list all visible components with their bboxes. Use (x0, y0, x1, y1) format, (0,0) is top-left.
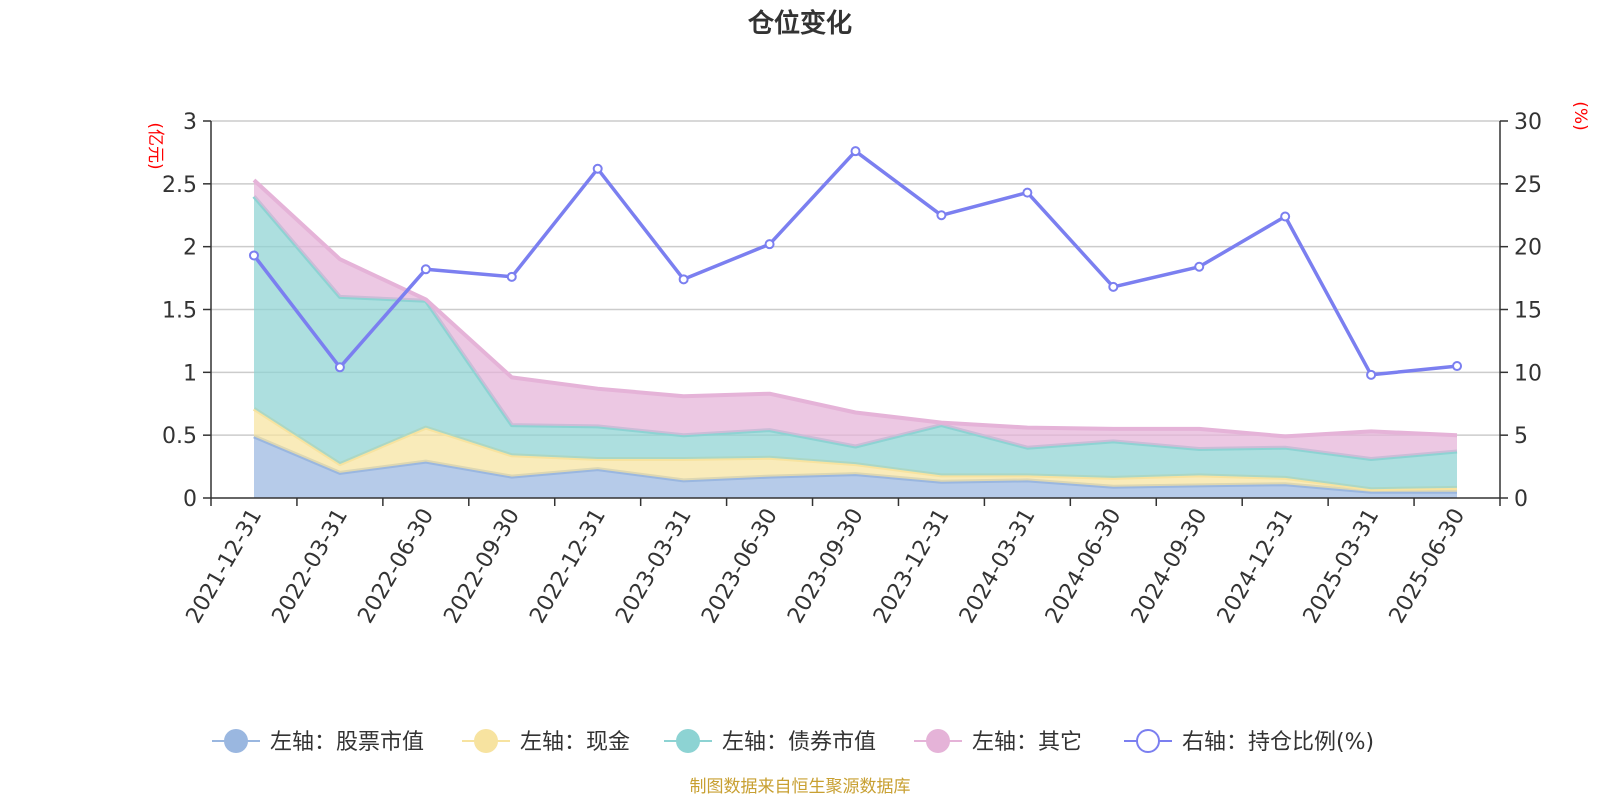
legend-marker (474, 729, 498, 753)
right-axis-tick-label: 20 (1514, 236, 1542, 261)
legend-label: 右轴：持仓比例(%) (1182, 730, 1374, 755)
ratio-point (1366, 369, 1377, 380)
left-axis-tick-label: 2.5 (162, 173, 197, 198)
ratio-point (764, 239, 775, 250)
x-axis-tick-label: 2022-12-31 (525, 505, 611, 628)
ratio-point (1452, 361, 1463, 372)
stacked-areas (252, 178, 1458, 498)
right-axis-tick-label: 0 (1514, 487, 1528, 512)
area-series-4 (254, 180, 1457, 459)
legend-label: 左轴：现金 (520, 730, 630, 755)
x-axis-tick-label: 2022-03-31 (268, 505, 354, 628)
x-axis-tick-label: 2024-12-31 (1213, 505, 1299, 628)
x-axis-tick-label: 2022-09-30 (439, 505, 525, 628)
legend-marker (224, 729, 248, 753)
ratio-point (334, 362, 345, 373)
ratio-point (936, 210, 947, 221)
x-axis-tick-label: 2024-06-30 (1041, 505, 1127, 628)
legend-label: 左轴：股票市值 (270, 730, 424, 755)
left-axis-unit: (亿元) (145, 122, 165, 169)
area-series-3 (254, 196, 1457, 490)
right-axis-tick-label: 25 (1514, 173, 1542, 198)
x-axis-tick-label: 2025-03-31 (1299, 505, 1385, 628)
x-axis-tick-label: 2021-12-31 (182, 505, 268, 628)
x-axis-tick-label: 2023-03-31 (611, 505, 697, 628)
area-series-2 (254, 408, 1457, 492)
right-axis-tick-label: 5 (1514, 424, 1528, 449)
legend-marker (926, 729, 950, 753)
right-axis-unit: (%) (1570, 101, 1590, 130)
right-axis-tick-label: 15 (1514, 299, 1542, 324)
right-axis-tick-label: 10 (1514, 361, 1542, 386)
ratio-point (850, 146, 861, 157)
left-axis-tick-label: 1 (183, 361, 197, 386)
ratio-point (1022, 187, 1033, 198)
left-axis-tick-label: 0.5 (162, 424, 197, 449)
legend-marker (676, 729, 700, 753)
left-axis-tick-label: 1.5 (162, 299, 197, 324)
chart-title: 仓位变化 (747, 8, 852, 39)
x-axis-tick-label: 2023-09-30 (783, 505, 869, 628)
x-axis-tick-label: 2023-06-30 (697, 505, 783, 628)
ratio-point (420, 264, 431, 275)
x-axis-tick-label: 2023-12-31 (869, 505, 955, 628)
ratio-point (678, 274, 689, 285)
ratio-point (1108, 281, 1119, 292)
legend-label: 左轴：债券市值 (722, 730, 876, 755)
x-axis-tick-label: 2025-06-30 (1385, 505, 1471, 628)
ratio-point (506, 271, 517, 282)
legend-marker (1136, 729, 1160, 753)
source-note: 制图数据来自恒生聚源数据库 (690, 777, 911, 797)
ratio-point (1280, 211, 1291, 222)
right-axis-tick-label: 30 (1514, 110, 1542, 135)
left-axis-tick-label: 0 (183, 487, 197, 512)
left-axis-tick-label: 3 (183, 110, 197, 135)
x-axis-tick-label: 2024-09-30 (1127, 505, 1213, 628)
ratio-point (1194, 261, 1205, 272)
x-axis-tick-label: 2022-06-30 (353, 505, 439, 628)
area-series-1 (254, 436, 1457, 498)
ratio-point (248, 250, 259, 261)
ratio-point (592, 163, 603, 174)
x-axis-tick-label: 2024-03-31 (955, 505, 1041, 628)
area-edge-series-4 (252, 178, 1458, 439)
ratio-line (248, 146, 1463, 380)
legend: 左轴：股票市值 左轴：现金 左轴：债券市值 左轴：其它 右轴：持仓比例(%) (212, 729, 1374, 755)
legend-label: 左轴：其它 (972, 730, 1082, 755)
left-axis-tick-label: 2 (183, 236, 197, 261)
